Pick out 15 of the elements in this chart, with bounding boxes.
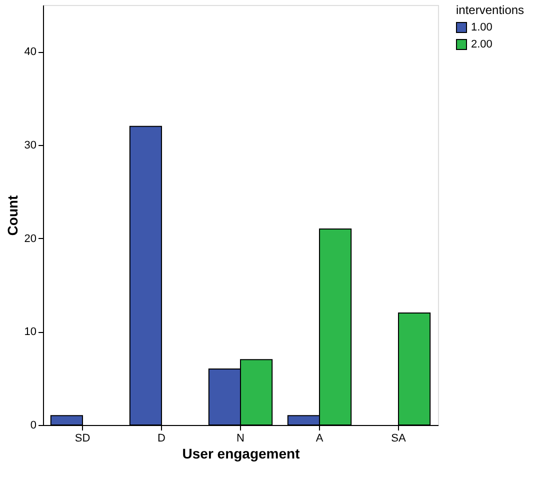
legend-label: 1.00 (471, 22, 492, 34)
y-tick-label: 20 (24, 232, 36, 245)
x-tick-label: D (158, 432, 166, 444)
y-tick-label: 40 (24, 46, 36, 58)
x-axis-title: User engagement (182, 446, 300, 462)
x-tick-label: A (316, 432, 324, 444)
legend-label: 2.00 (471, 38, 492, 50)
x-tick-label: N (236, 432, 245, 444)
x-tick-label: SD (74, 432, 90, 444)
y-tick-label: 30 (24, 140, 36, 152)
y-tick-label: 0 (30, 420, 36, 432)
legend-title: interventions (456, 3, 524, 17)
y-tick-label: 10 (24, 326, 36, 338)
x-tick-label: SA (391, 432, 406, 444)
y-axis-title: Count (4, 194, 20, 236)
